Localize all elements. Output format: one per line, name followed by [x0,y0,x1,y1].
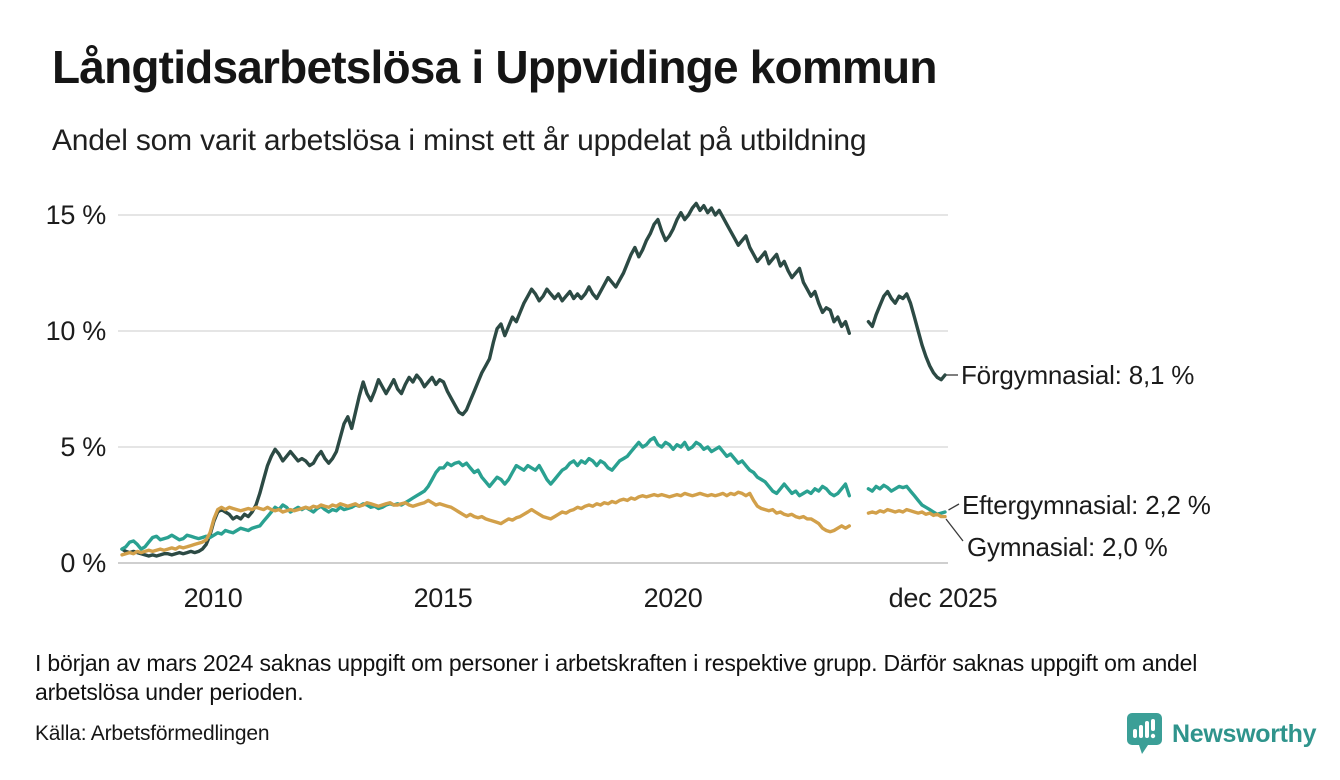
x-axis-tick-label-2015: 2015 [413,583,473,613]
series-label-forgymnasial: Förgymnasial: 8,1 % [961,360,1195,390]
y-axis-tick-label-10: 10 % [45,316,107,346]
line-eftergymnasial [120,436,947,551]
source-attribution: Källa: Arbetsförmedlingen [35,722,270,745]
y-axis-tick-label-15: 15 % [45,200,107,230]
newsworthy-logo-icon [1126,712,1163,756]
y-axis-tick-label-0: 0 % [60,548,106,578]
line-gymnasial [120,490,947,557]
x-axis-tick-label-dec-2025: dec 2025 [888,583,998,613]
chart-subtitle: Andel som varit arbetslösa i minst ett å… [52,124,867,157]
series-label-eftergymnasial: Eftergymnasial: 2,2 % [962,490,1211,520]
footnote: I början av mars 2024 saknas uppgift om … [35,650,1198,705]
page-title: Långtidsarbetslösa i Uppvidinge kommun [52,41,937,93]
newsworthy-logo: Newsworthy [1126,712,1317,756]
newsworthy-logo-text: Newsworthy [1172,720,1317,748]
x-axis-tick-label-2020: 2020 [643,583,703,613]
series-label-gymnasial: Gymnasial: 2,0 % [967,532,1168,562]
chart-canvas [118,201,964,564]
x-axis-tick-label-2010: 2010 [183,583,243,613]
y-axis-tick-label-5: 5 % [60,432,106,462]
line-förgymnasial [120,201,947,558]
